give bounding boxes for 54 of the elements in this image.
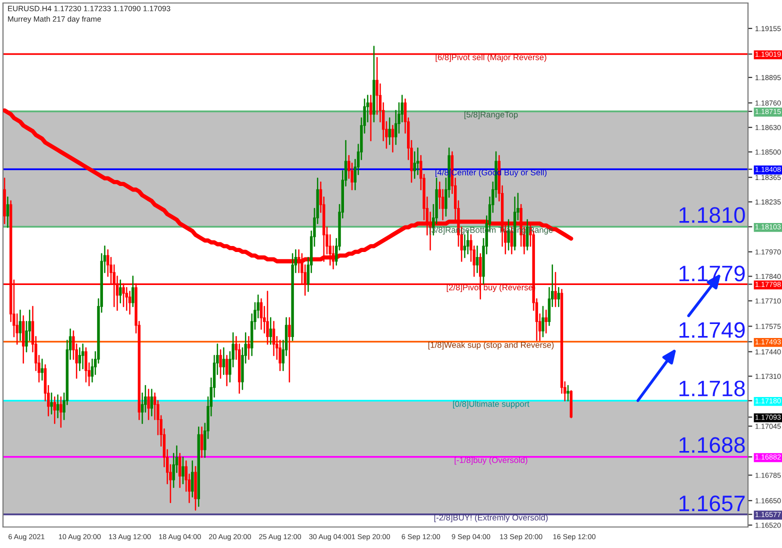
candlestick (147, 388, 150, 420)
candlestick (388, 117, 391, 145)
candlestick (222, 347, 226, 375)
candlestick (53, 396, 56, 424)
candlestick (78, 347, 82, 372)
candlestick (128, 290, 132, 315)
annotation: 1.1779 (680, 266, 745, 282)
candlestick (557, 286, 560, 308)
candlestick (413, 151, 416, 179)
annotation: 1.1718 (680, 380, 745, 396)
candlestick (56, 394, 60, 418)
ref-line-label: [-1/8]buy (Oversold) (454, 456, 528, 465)
candlestick (544, 310, 548, 334)
ref-line-label: [6/8]Pivot sell (Major Reverse) (436, 54, 546, 62)
candlestick (84, 347, 88, 382)
candlestick (219, 349, 222, 379)
candlestick (526, 219, 529, 251)
candlestick (278, 340, 282, 372)
annotation: 1.1749 (680, 322, 745, 338)
candlestick (272, 320, 276, 356)
annotation: 1.1810 (680, 207, 745, 223)
ref-line-label: [5/8]RangeTop (464, 111, 518, 120)
annotation: 1.1657 (680, 496, 745, 512)
candlestick (191, 460, 194, 498)
candlestick (247, 336, 250, 360)
candlestick (40, 358, 44, 381)
candlestick (6, 196, 10, 228)
candlestick (125, 286, 128, 311)
candlestick (178, 452, 182, 488)
candlestick (463, 234, 466, 258)
candlestick (182, 456, 184, 484)
candlestick (269, 317, 272, 345)
candlestick (50, 392, 53, 415)
ref-line-label: [-2/8]BUY! (Extremly Oversold) (434, 514, 548, 522)
ref-line-label: [0/8]Ultimate support (453, 400, 530, 408)
annotation: 1.1688 (680, 437, 745, 453)
candlestick (132, 276, 134, 308)
candlestick (119, 279, 122, 304)
candlestick (260, 298, 263, 330)
candlestick (200, 426, 204, 458)
candlestick (369, 94, 372, 142)
candlestick (288, 317, 291, 382)
candlestick (150, 388, 154, 416)
candlestick (266, 290, 269, 345)
candlestick (225, 354, 228, 386)
ref-line-label: [1/8]Weak sup (stop and Reverse) (428, 342, 554, 350)
candlestick (391, 124, 394, 153)
candlestick (18, 310, 22, 342)
candlestick (416, 148, 420, 176)
candlestick (542, 306, 544, 338)
candlestick (81, 344, 84, 370)
candlestick (476, 246, 479, 274)
candlestick (566, 385, 570, 402)
candlestick (60, 396, 62, 428)
